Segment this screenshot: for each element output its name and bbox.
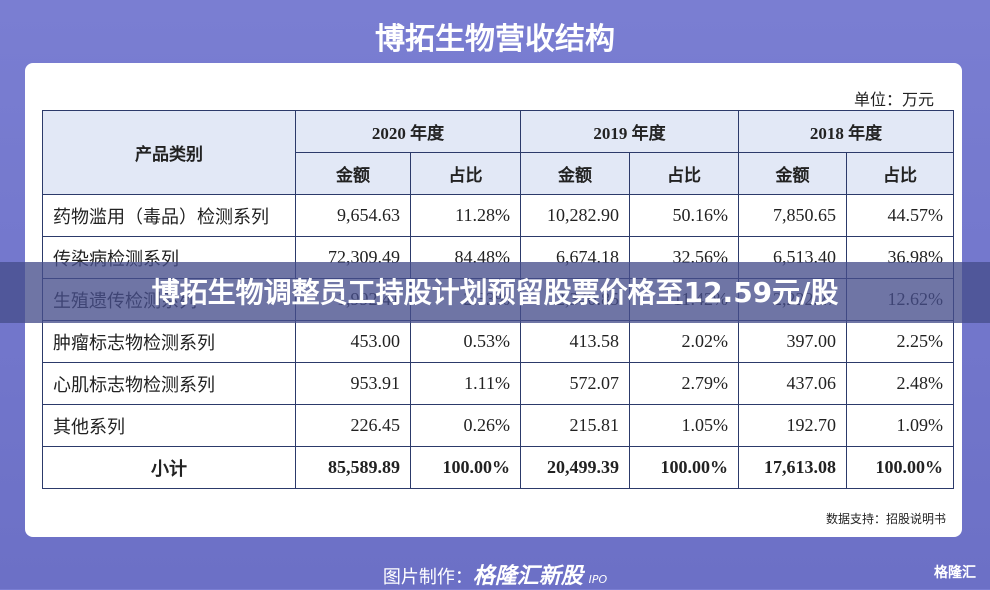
table-cell: 0.53% <box>410 320 521 363</box>
footer-label: 图片制作： <box>382 567 473 588</box>
table-cell: 413.58 <box>520 320 630 363</box>
subheader-cell: 金额 <box>295 152 411 195</box>
table-cell: 437.06 <box>738 362 847 405</box>
table-cell: 药物滥用（毒品）检测系列 <box>42 194 296 237</box>
header-row: 产品类别 2020 年度 2019 年度 2018 年度 <box>42 110 954 195</box>
table-cell: 100.00% <box>846 446 954 489</box>
table-cell: 100.00% <box>629 446 739 489</box>
subheader-cell: 金额 <box>738 152 847 195</box>
source: 数据支持：招股说明书 <box>825 512 946 526</box>
footer: 图片制作：格隆汇新股 IPO <box>0 558 990 590</box>
brand: 格隆汇新股 <box>472 564 583 589</box>
table-cell: 50.16% <box>629 194 739 237</box>
year-cell: 2019 年度 <box>520 110 739 153</box>
table-cell: 100.00% <box>410 446 521 489</box>
table-cell: 2.79% <box>629 362 739 405</box>
table-cell: 85,589.89 <box>295 446 411 489</box>
table-row: 肿瘤标志物检测系列 453.00 0.53% 413.58 2.02% 397.00 2.2… <box>42 320 954 363</box>
table-row: 药物滥用（毒品）检测系列 9,654.63 11.28% 10,282.90 50.16… <box>42 194 954 237</box>
subheader-cell: 占比 <box>410 152 521 195</box>
logo: 格隆汇 <box>934 565 976 581</box>
subheader-cell: 占比 <box>846 152 954 195</box>
news-banner: 博拓生物调整员工持股计划预留股票价格至12.59元/股 <box>0 262 990 323</box>
table-cell: 192.70 <box>738 404 847 447</box>
subheader-cell: 占比 <box>629 152 739 195</box>
title: 博拓生物营收结构 <box>375 22 615 57</box>
table-cell: 17,613.08 <box>738 446 847 489</box>
table-cell: 1.11% <box>410 362 521 405</box>
table-cell: 44.57% <box>846 194 954 237</box>
table-cell: 其他系列 <box>42 404 296 447</box>
table-cell: 0.26% <box>410 404 521 447</box>
table-row: 小计 85,589.89 100.00% 20,499.39 100.00% 17,613… <box>42 446 954 489</box>
year-cell: 2020 年度 <box>295 110 521 153</box>
header-row: 金额 占比 金额 占比 金额 占比 <box>43 152 954 195</box>
table-cell: 10,282.90 <box>520 194 630 237</box>
header-cell: 产品类别 <box>42 110 296 195</box>
table-cell: 20,499.39 <box>520 446 630 489</box>
table-cell: 心肌标志物检测系列 <box>42 362 296 405</box>
table-row: 心肌标志物检测系列 953.91 1.11% 572.07 2.79% 437.06 2.4… <box>42 362 954 405</box>
brand-tag: IPO <box>588 573 608 586</box>
table-cell: 2.25% <box>846 320 954 363</box>
unit: 单位：万元 <box>853 90 934 109</box>
table-cell: 397.00 <box>738 320 847 363</box>
table-row: 其他系列 226.45 0.26% 215.81 1.05% 192.70 1.09% <box>42 404 954 447</box>
table-cell: 953.91 <box>295 362 411 405</box>
year-cell: 2018 年度 <box>738 110 954 153</box>
table-cell: 453.00 <box>295 320 411 363</box>
table-cell: 2.48% <box>846 362 954 405</box>
table-cell: 9,654.63 <box>295 194 411 237</box>
table-cell: 7,850.65 <box>738 194 847 237</box>
table-cell: 小计 <box>42 446 296 489</box>
table-cell: 1.09% <box>846 404 954 447</box>
table-cell: 572.07 <box>520 362 630 405</box>
table-cell: 2.02% <box>629 320 739 363</box>
table-cell: 226.45 <box>295 404 411 447</box>
subheader-cell: 金额 <box>520 152 630 195</box>
table-cell: 11.28% <box>410 194 521 237</box>
table-cell: 215.81 <box>520 404 630 447</box>
table-cell: 1.05% <box>629 404 739 447</box>
table-cell: 肿瘤标志物检测系列 <box>42 320 296 363</box>
